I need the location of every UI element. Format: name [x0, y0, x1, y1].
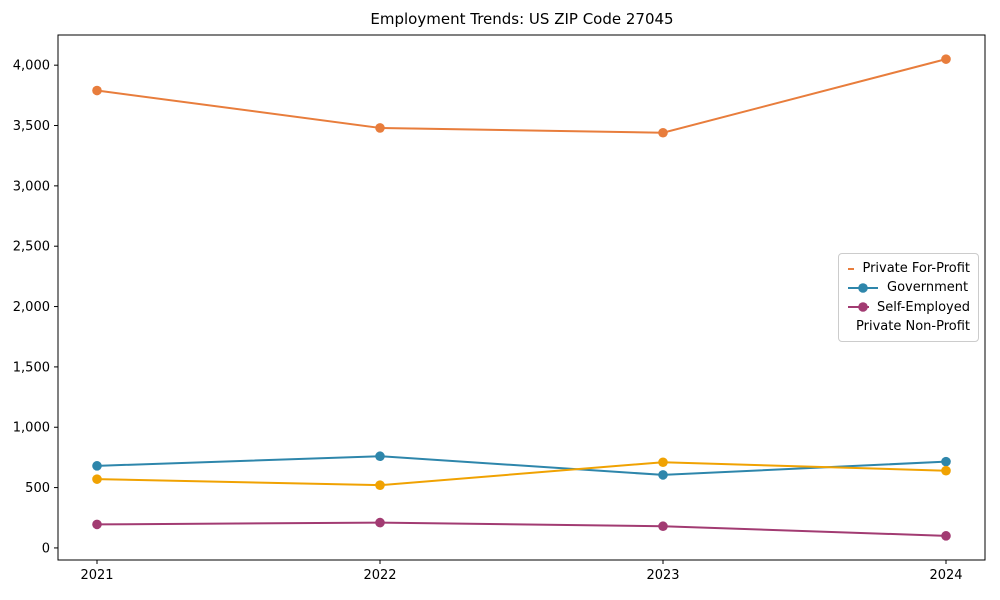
y-tick-label: 500	[25, 481, 50, 496]
x-tick-label: 2021	[80, 568, 113, 583]
legend-marker-icon	[848, 267, 855, 270]
y-tick-label: 2,500	[13, 240, 50, 255]
legend-label: Government	[887, 280, 969, 296]
data-point-self-employed	[92, 519, 102, 530]
y-tick-label: 3,500	[13, 119, 50, 134]
chart-title: Employment Trends: US ZIP Code 27045	[370, 10, 674, 28]
series-line-self-employed	[96, 521, 947, 537]
y-tick-label: 4,000	[13, 59, 50, 74]
legend-item: Self-Employed	[847, 298, 970, 317]
series-line-private-non-profit	[96, 461, 947, 487]
legend-marker-icon	[848, 325, 849, 328]
data-point-private-non-profit	[92, 474, 102, 484]
x-tick-label: 2022	[363, 568, 396, 583]
data-point-government	[941, 456, 951, 467]
data-point-government	[658, 470, 668, 480]
data-point-private-for-profit	[375, 123, 385, 133]
legend-label: Self-Employed	[876, 299, 970, 315]
y-tick-label: 1,500	[13, 360, 50, 375]
legend-item: Private Non-Profit	[847, 317, 970, 336]
legend-item: Private For-Profit	[847, 259, 970, 278]
data-point-private-for-profit	[92, 85, 102, 96]
data-point-private-for-profit	[941, 54, 951, 64]
legend-dot	[858, 283, 868, 293]
data-point-private-non-profit	[658, 457, 668, 468]
legend-marker-icon	[848, 302, 869, 312]
series-line-government	[96, 455, 947, 476]
series-line-private-for-profit	[96, 58, 947, 134]
x-tick-label: 2023	[646, 568, 679, 583]
data-point-private-non-profit	[941, 465, 951, 476]
data-point-private-for-profit	[658, 127, 668, 138]
plot-area	[57, 34, 986, 561]
data-point-private-non-profit	[375, 480, 385, 490]
data-point-government	[92, 461, 102, 471]
x-tick-label: 2024	[929, 568, 962, 583]
legend-label: Private Non-Profit	[856, 318, 970, 334]
y-tick-label: 1,000	[13, 421, 50, 436]
legend-item: Government	[847, 278, 970, 297]
data-point-self-employed	[658, 521, 668, 532]
legend-dot	[858, 302, 868, 312]
y-tick-label: 2,000	[13, 300, 50, 315]
data-point-self-employed	[375, 517, 385, 528]
y-tick-label: 3,000	[13, 179, 50, 194]
data-point-government	[375, 451, 385, 462]
data-point-self-employed	[941, 531, 951, 541]
legend-marker-icon	[848, 283, 878, 293]
legend-label: Private For-Profit	[862, 261, 970, 277]
y-tick-label: 0	[42, 541, 50, 556]
legend: Private For-Profit Government Self-Employe…	[838, 253, 979, 342]
